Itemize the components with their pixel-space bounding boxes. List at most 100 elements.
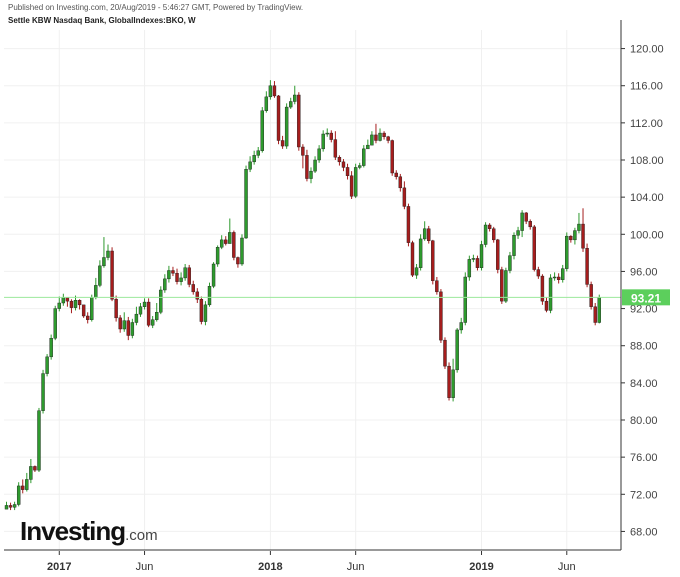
candle-body [41,373,45,411]
candle-body [142,301,147,307]
candle-body [114,299,118,319]
candle-body [191,284,195,293]
candle-body [471,258,476,260]
candle-body [487,224,492,229]
candle-body [394,172,398,177]
candle-body [532,226,536,270]
candle-body [508,255,512,271]
candle-body [378,132,382,141]
candle-body [102,257,106,267]
candle-body [581,223,585,249]
candle-body [374,134,378,141]
candle-body [573,230,577,241]
candle-body [244,169,248,239]
candle-body [406,206,411,243]
candle-body [321,133,325,150]
axes: 68.00 72.00 76.00 80.00 84.00 88.00 92.00 96.00… [4,20,670,573]
x-tick-label: Jun [347,561,365,573]
candle-body [301,146,305,156]
candle-body [528,221,532,228]
y-tick-label: 120.00 [630,44,664,56]
candle-body [451,369,455,398]
published-caption: Published on Investing.com, 20/Aug/2019 … [8,3,304,12]
candle-body [264,96,269,111]
candle-body [577,223,581,231]
candle-body [228,232,232,244]
candle-body [362,148,366,166]
candle-body [500,269,504,302]
candle-body [597,297,601,323]
candle-body [73,300,78,308]
y-tick-label: 92.00 [630,304,658,316]
candle-body [329,132,333,140]
candle-body [219,239,224,248]
candle-body [284,106,289,147]
candle-body [106,250,110,258]
candle-body [268,85,273,98]
x-tick-label: Jun [136,561,154,573]
candle-body [398,176,403,189]
candle-body [548,277,553,311]
candle-body [443,339,447,367]
candle-body [467,259,472,278]
candle-body [236,257,240,265]
candle-body [565,235,569,269]
candle-body [256,150,260,156]
y-tick-label: 108.00 [630,155,664,167]
y-tick-label: 84.00 [630,378,658,390]
candle-body [422,228,427,240]
candle-body [12,504,17,508]
candle-body [21,485,25,490]
candle-body [53,308,57,339]
candle-body [427,228,431,241]
candle-body [305,155,309,179]
candle-body [353,167,358,197]
candle-body [313,159,317,172]
y-tick-label: 96.00 [630,266,658,278]
candle-body [333,139,338,158]
candle-body [248,161,252,170]
candle-body [414,267,419,276]
candle-body [167,270,171,280]
candle-body [349,175,354,197]
candle-body [418,238,423,268]
x-tick-label: 2018 [258,561,282,573]
candle-body [293,94,297,102]
candle-body [110,250,114,300]
candle-body [463,276,467,323]
candle-body [280,140,285,147]
candle-body [150,319,155,326]
candle-body [8,505,13,508]
candle-body [118,317,122,330]
candle-body [81,304,86,317]
grid [4,30,621,550]
candle-body [504,270,508,302]
candle-body [455,329,459,371]
candle-body [589,284,593,307]
logo-word: Investing [20,516,126,546]
candle-body [215,247,220,265]
candle-body [410,242,415,276]
chart-subtitle: Settle KBW Nasdaq Bank, GlobalIndexes:BK… [8,16,196,25]
candle-body [496,239,500,270]
candles [4,80,621,511]
candle-body [61,297,66,304]
y-tick-label: 72.00 [630,489,658,501]
x-tick-label: 2019 [469,561,493,573]
candle-body [171,270,175,274]
candle-body [183,267,187,279]
candle-body [483,224,488,245]
candle-body [585,248,589,285]
candle-body [240,237,244,265]
candle-body [536,269,541,277]
candle-body [224,239,228,244]
candle-body [232,232,236,258]
candle-body [402,187,407,207]
candle-body [85,315,90,320]
candle-body [520,212,524,231]
candle-body [524,212,528,222]
candle-body [544,300,549,311]
candle-body [345,167,350,176]
candle-body [317,148,321,161]
